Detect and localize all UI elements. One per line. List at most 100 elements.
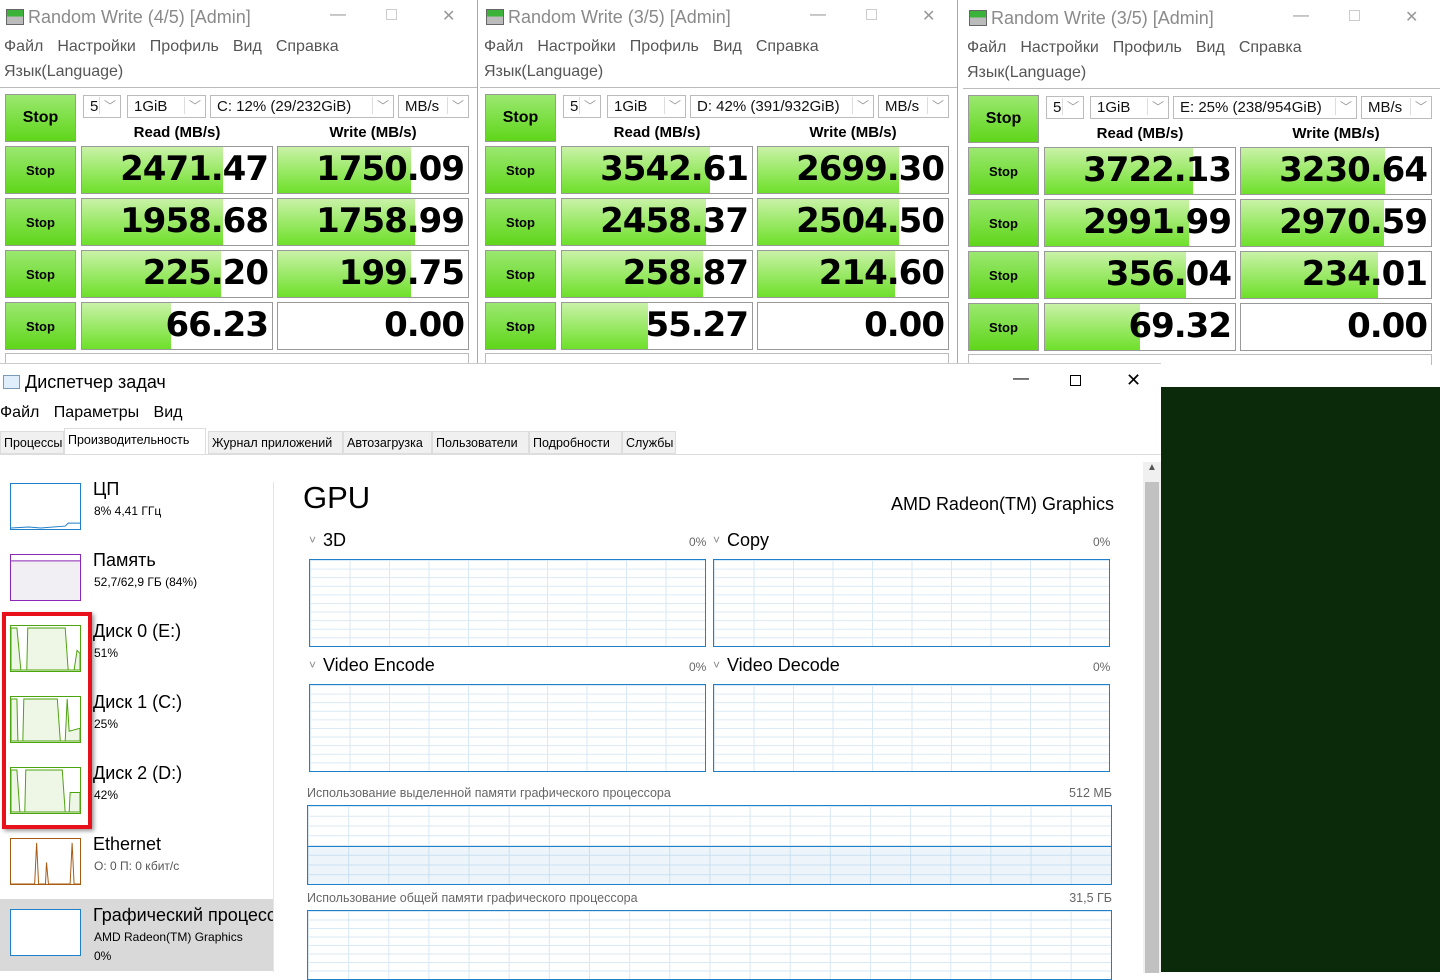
read-bar: [82, 199, 223, 245]
chevron-down-icon[interactable]: ˅: [713, 658, 721, 672]
maximize-button[interactable]: [1349, 10, 1360, 21]
menu-item[interactable]: Настройки: [537, 38, 616, 55]
drive-select[interactable]: C: 12% (29/232GiB) ﹀: [210, 95, 394, 118]
minimize-button[interactable]: —: [810, 6, 826, 23]
count-select[interactable]: 5 ﹀: [563, 95, 601, 118]
sidebar-item[interactable]: Диск 0 (E:) 51%: [0, 615, 273, 685]
gpu-device-name: AMD Radeon(TM) Graphics: [890, 494, 1114, 514]
app-icon: [6, 9, 24, 25]
stop-test-button[interactable]: Stop: [968, 147, 1039, 195]
unit-select[interactable]: MB/s ﹀: [878, 95, 949, 118]
drive-select[interactable]: D: 42% (391/932GiB) ﹀: [690, 95, 874, 118]
write-result: 1758.99: [277, 198, 469, 246]
menu-item[interactable]: Справка: [275, 38, 339, 55]
menu-item[interactable]: Справка: [755, 38, 819, 55]
stop-test-button[interactable]: Stop: [968, 303, 1039, 351]
menu-item[interactable]: Язык(Language): [4, 63, 124, 80]
sidebar-item[interactable]: Диск 1 (C:) 25%: [0, 686, 273, 756]
sidebar-item-detail: О: 0 П: 0 кбит/с: [94, 859, 180, 873]
close-button[interactable]: ✕: [1405, 9, 1419, 26]
task-manager-window: Диспетчер задач — ✕ Файл Параметры Вид П…: [0, 363, 1161, 980]
stop-all-button[interactable]: Stop: [485, 94, 556, 142]
menu-view[interactable]: Вид: [153, 404, 183, 421]
close-button[interactable]: ✕: [442, 8, 456, 25]
drive-select-value: D: 42% (391/932GiB): [697, 98, 840, 115]
drive-select[interactable]: E: 25% (238/954GiB) ﹀: [1173, 96, 1357, 119]
menu-item[interactable]: Вид: [712, 38, 742, 55]
minimize-button[interactable]: —: [1293, 7, 1309, 24]
stop-test-button[interactable]: Stop: [968, 199, 1039, 247]
stop-test-button[interactable]: Stop: [485, 146, 556, 194]
stop-test-button[interactable]: Stop: [5, 146, 76, 194]
menu-item[interactable]: Файл: [484, 38, 524, 55]
stop-test-button[interactable]: Stop: [5, 302, 76, 350]
stop-test-button[interactable]: Stop: [5, 198, 76, 246]
menu-options[interactable]: Параметры: [53, 404, 140, 421]
close-button[interactable]: ✕: [922, 8, 936, 25]
read-value: 258.87: [622, 253, 749, 293]
menu-item[interactable]: Профиль: [149, 38, 219, 55]
write-bar: [758, 251, 895, 297]
scrollbar[interactable]: ▲: [1143, 462, 1161, 973]
menu-item[interactable]: Файл: [4, 38, 44, 55]
size-select[interactable]: 1GiB ﹀: [607, 95, 686, 118]
dedicated-memory-graph: [307, 805, 1112, 885]
unit-select[interactable]: MB/s ﹀: [398, 95, 469, 118]
menu-item[interactable]: Справка: [1238, 39, 1302, 56]
stop-test-button[interactable]: Stop: [485, 250, 556, 298]
menu-item[interactable]: Язык(Language): [967, 64, 1087, 81]
menu-item[interactable]: Настройки: [57, 38, 136, 55]
engine-label[interactable]: Video Decode: [727, 655, 840, 675]
menu-item[interactable]: Вид: [1195, 39, 1225, 56]
stop-test-button[interactable]: Stop: [485, 198, 556, 246]
tab-6[interactable]: Службы: [622, 431, 676, 454]
sidebar-item[interactable]: Память 52,7/62,9 ГБ (84%): [0, 544, 273, 614]
sidebar-item[interactable]: ЦП 8% 4,41 ГГц: [0, 473, 273, 543]
stop-test-button[interactable]: Stop: [5, 250, 76, 298]
count-select[interactable]: 5 ﹀: [83, 95, 121, 118]
menu-item[interactable]: Профиль: [1112, 39, 1182, 56]
tab-4[interactable]: Пользователи: [432, 431, 529, 454]
scroll-up-arrow[interactable]: ▲: [1147, 462, 1157, 473]
menu-item[interactable]: Настройки: [1020, 39, 1099, 56]
sidebar-item[interactable]: Диск 2 (D:) 42%: [0, 757, 273, 827]
menu-item[interactable]: Вид: [232, 38, 262, 55]
scroll-thumb[interactable]: [1145, 482, 1159, 973]
maximize-button[interactable]: [386, 9, 397, 20]
chevron-down-icon[interactable]: ˅: [309, 533, 317, 547]
stop-all-button[interactable]: Stop: [968, 95, 1039, 143]
chevron-down-icon[interactable]: ˅: [309, 658, 317, 672]
sidebar-item[interactable]: Ethernet О: 0 П: 0 кбит/с: [0, 828, 273, 898]
engine-label[interactable]: Video Encode: [323, 655, 435, 675]
tab-1[interactable]: Производительность: [64, 428, 206, 454]
sidebar-item[interactable]: Графический процессор AMD Radeon(TM) Grap…: [0, 899, 273, 971]
read-result: 225.20: [81, 250, 273, 298]
minimize-button[interactable]: —: [1013, 370, 1029, 387]
stop-test-button[interactable]: Stop: [968, 251, 1039, 299]
maximize-button[interactable]: [866, 9, 877, 20]
tab-3[interactable]: Автозагрузка: [343, 431, 432, 454]
tab-2[interactable]: Журнал приложений: [208, 431, 343, 454]
sidebar-item-detail: AMD Radeon(TM) Graphics: [94, 930, 243, 944]
maximize-button[interactable]: [1070, 375, 1081, 386]
menu-item[interactable]: Язык(Language): [484, 63, 604, 80]
size-select[interactable]: 1GiB ﹀: [127, 95, 206, 118]
count-select[interactable]: 5 ﹀: [1046, 96, 1084, 119]
tab-0[interactable]: Процессы: [0, 431, 64, 454]
stop-test-button[interactable]: Stop: [485, 302, 556, 350]
write-result: 234.01: [1240, 251, 1432, 299]
menu-item[interactable]: Файл: [967, 39, 1007, 56]
write-value: 234.01: [1301, 254, 1428, 294]
close-button[interactable]: ✕: [1126, 370, 1142, 390]
minimize-button[interactable]: —: [330, 6, 346, 23]
menu-file[interactable]: Файл: [0, 404, 40, 421]
engine-label[interactable]: Copy: [727, 530, 770, 550]
stop-all-button[interactable]: Stop: [5, 94, 76, 142]
menu-item[interactable]: Профиль: [629, 38, 699, 55]
tab-5[interactable]: Подробности: [529, 431, 622, 454]
size-select[interactable]: 1GiB ﹀: [1090, 96, 1169, 119]
unit-select[interactable]: MB/s ﹀: [1361, 96, 1432, 119]
chevron-down-icon: ﹀: [183, 97, 201, 114]
chevron-down-icon[interactable]: ˅: [713, 533, 721, 547]
engine-label[interactable]: 3D: [323, 530, 347, 550]
